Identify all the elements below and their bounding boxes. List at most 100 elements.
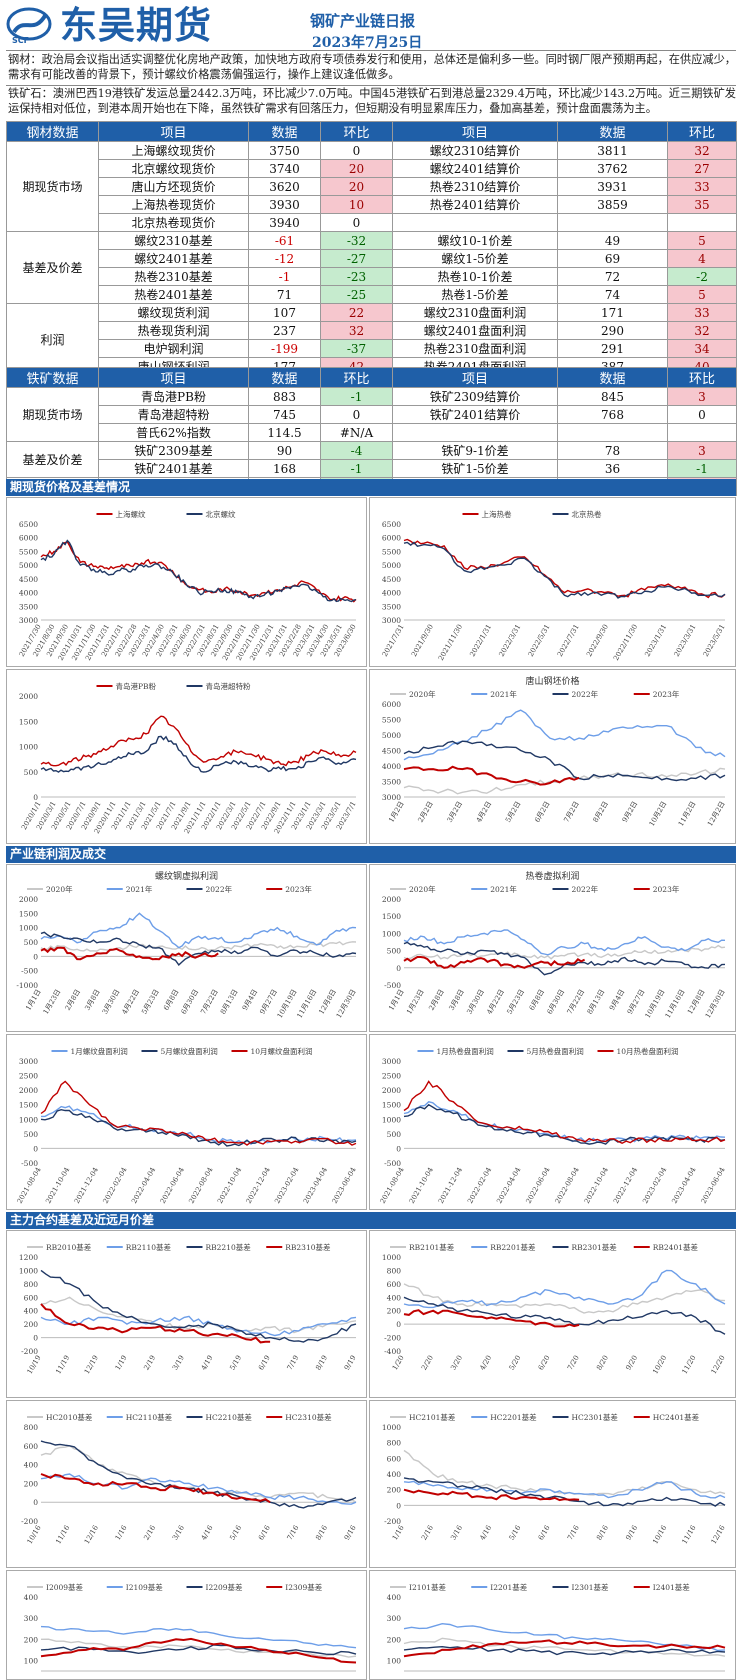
x-tick-label: 10/16 — [651, 1524, 668, 1546]
table-cell: 热卷2310盘面利润 — [392, 339, 558, 358]
chart-svg: 热卷虚拟利润 2020年 2021年 2022年 2023年 2000 1500 1000 50… — [382, 870, 727, 1020]
table-cell: 33 — [667, 177, 737, 196]
table-row: 青岛港超特粉 745 0 铁矿2401结算价 768 0 — [7, 405, 737, 424]
table-cell: 3620 — [248, 177, 321, 196]
x-tick-label: 2022/3/31 — [498, 623, 523, 658]
table-cell: 171 — [557, 303, 668, 322]
y-tick-label: 1200 — [19, 1253, 38, 1262]
x-tick-label: 1/16 — [391, 1524, 406, 1542]
y-tick-label: 5000 — [19, 561, 38, 570]
x-tick-label: 2022/11/30 — [612, 623, 639, 662]
y-tick-label: 500 — [24, 1130, 39, 1139]
x-tick-label: 5/16 — [228, 1524, 243, 1542]
x-tick-label: 3/19 — [171, 1354, 186, 1372]
y-tick-label: 200 — [24, 1635, 39, 1644]
table-cell: 螺纹2401盘面利润 — [392, 321, 558, 340]
table-cell: 青岛港PB粉 — [98, 387, 249, 406]
y-tick-label: -200 — [384, 1517, 401, 1526]
row-group-label: 基差及价差 — [6, 231, 99, 304]
chart-svg: 上海螺纹 北京螺纹 6500 6000 5500 5000 4500 4000 3500 3000… — [18, 509, 358, 662]
y-tick-label: 2000 — [19, 692, 38, 701]
series-line — [40, 941, 357, 952]
x-tick-label: 9月27日 — [258, 988, 279, 1016]
y-tick-label: 3500 — [382, 778, 401, 787]
table-cell: 27 — [667, 159, 737, 178]
report-date: 2023年7月25日 — [312, 35, 423, 51]
x-tick-label: 2/16 — [420, 1524, 435, 1542]
x-tick-label: 2023-04-04 — [670, 1166, 697, 1205]
y-tick-label: 2500 — [19, 1072, 38, 1081]
rb-jan-basis-chart: RB2101基差 RB2201基差 RB2301基差 RB2401基差 1000 800 6… — [369, 1230, 736, 1398]
hc-oct-basis-chart: HC2010基差 HC2110基差 HC2210基差 HC2310基差 800 600 40… — [6, 1400, 367, 1568]
x-tick-label: 2021-08-04 — [379, 1166, 406, 1205]
series-line — [403, 1269, 726, 1309]
x-tick-label: 2021/7/31 — [381, 623, 406, 658]
table-cell: 49 — [557, 231, 668, 250]
chart-svg: RB2101基差 RB2201基差 RB2301基差 RB2401基差 1000 800 6… — [382, 1242, 727, 1375]
table-cell — [667, 213, 737, 232]
legend-label: 2021年 — [490, 689, 517, 699]
y-tick-label: 200 — [24, 1320, 39, 1329]
series-line — [403, 1477, 726, 1507]
x-tick-label: 12/16 — [710, 1524, 727, 1546]
x-tick-label: 9月2日 — [621, 800, 639, 824]
series-line — [403, 1309, 580, 1328]
x-tick-label: 7/16 — [566, 1524, 581, 1542]
column-header: 铁矿数据 — [6, 367, 99, 388]
y-tick-label: 400 — [387, 1470, 402, 1479]
table-cell: 铁矿2401结算价 — [392, 405, 558, 424]
x-tick-label: 8月2日 — [592, 800, 610, 824]
x-tick-label: 2022/9/30 — [585, 623, 610, 658]
x-tick-label: 5月23日 — [140, 988, 161, 1016]
series-line — [40, 946, 219, 961]
column-header: 环比 — [667, 367, 737, 388]
y-tick-label: 3000 — [382, 1057, 401, 1066]
series-line — [403, 1480, 726, 1499]
steel-commentary: 钢材：政治局会议指出适实调整优化房地产政策，加快地方政府专项债券发行和使用，总体… — [8, 53, 736, 81]
y-tick-label: 1000 — [19, 1115, 38, 1124]
x-tick-label: 7/19 — [286, 1354, 301, 1372]
legend-label: I2401基差 — [653, 1582, 691, 1592]
table-cell: 3750 — [248, 141, 321, 160]
x-tick-label: 5/19 — [228, 1354, 243, 1372]
iron-ore-commentary: 铁矿石：澳洲巴西19港铁矿发运总量2442.3万吨，环比减少7.0万吨。中国45… — [8, 87, 736, 115]
x-tick-label: 7/16 — [286, 1524, 301, 1542]
table-row: 上海热卷现货价 3930 10 热卷2401结算价 3859 35 — [7, 195, 737, 214]
x-tick-label: 8/16 — [314, 1524, 329, 1542]
legend-label: 2021年 — [490, 884, 517, 894]
x-tick-label: 1月23日 — [405, 988, 426, 1016]
x-tick-label: 5/20 — [508, 1354, 523, 1372]
legend-label: I2101基差 — [409, 1582, 447, 1592]
legend-label: I2109基差 — [126, 1582, 164, 1592]
y-tick-label: 0 — [396, 964, 401, 973]
table-cell: 10 — [320, 195, 393, 214]
series-line — [40, 912, 357, 949]
y-tick-label: 4000 — [382, 762, 401, 771]
table-cell: 22 — [320, 303, 393, 322]
table-cell: 上海螺纹现货价 — [98, 141, 249, 160]
column-header: 环比 — [320, 121, 393, 142]
x-tick-label: 2023/5/31 — [702, 623, 727, 658]
table-cell: 237 — [248, 321, 321, 340]
table-cell: 883 — [248, 387, 321, 406]
x-tick-label: 2021-12-04 — [73, 1166, 100, 1205]
legend-label: RB2101基差 — [409, 1242, 455, 1252]
series-line — [403, 541, 726, 599]
logo-text-cn: 东吴期货 — [60, 4, 212, 47]
x-tick-label: 2023-06-04 — [700, 1166, 727, 1205]
x-tick-label: 12月8日 — [317, 988, 338, 1016]
y-tick-label: 800 — [387, 1439, 402, 1448]
x-tick-label: 3月8日 — [448, 988, 466, 1012]
x-tick-label: 2/19 — [142, 1354, 157, 1372]
x-tick-label: 4/20 — [478, 1354, 493, 1372]
x-tick-label: 11/16 — [54, 1524, 71, 1546]
y-tick-label: 600 — [24, 1442, 39, 1451]
table-row: 铁矿2401基差 168 -1 铁矿1-5价差 36 -1 — [7, 459, 737, 478]
x-tick-label: 4/16 — [200, 1524, 215, 1542]
y-tick-label: 5500 — [382, 716, 401, 725]
logo-text-en: SCF — [12, 36, 30, 45]
table-row: 电炉钢利润 -199 -37 热卷2310盘面利润 291 34 — [7, 339, 737, 358]
y-tick-label: 1000 — [382, 1423, 401, 1432]
table-cell: 20 — [320, 177, 393, 196]
x-tick-label: 7/20 — [566, 1354, 581, 1372]
